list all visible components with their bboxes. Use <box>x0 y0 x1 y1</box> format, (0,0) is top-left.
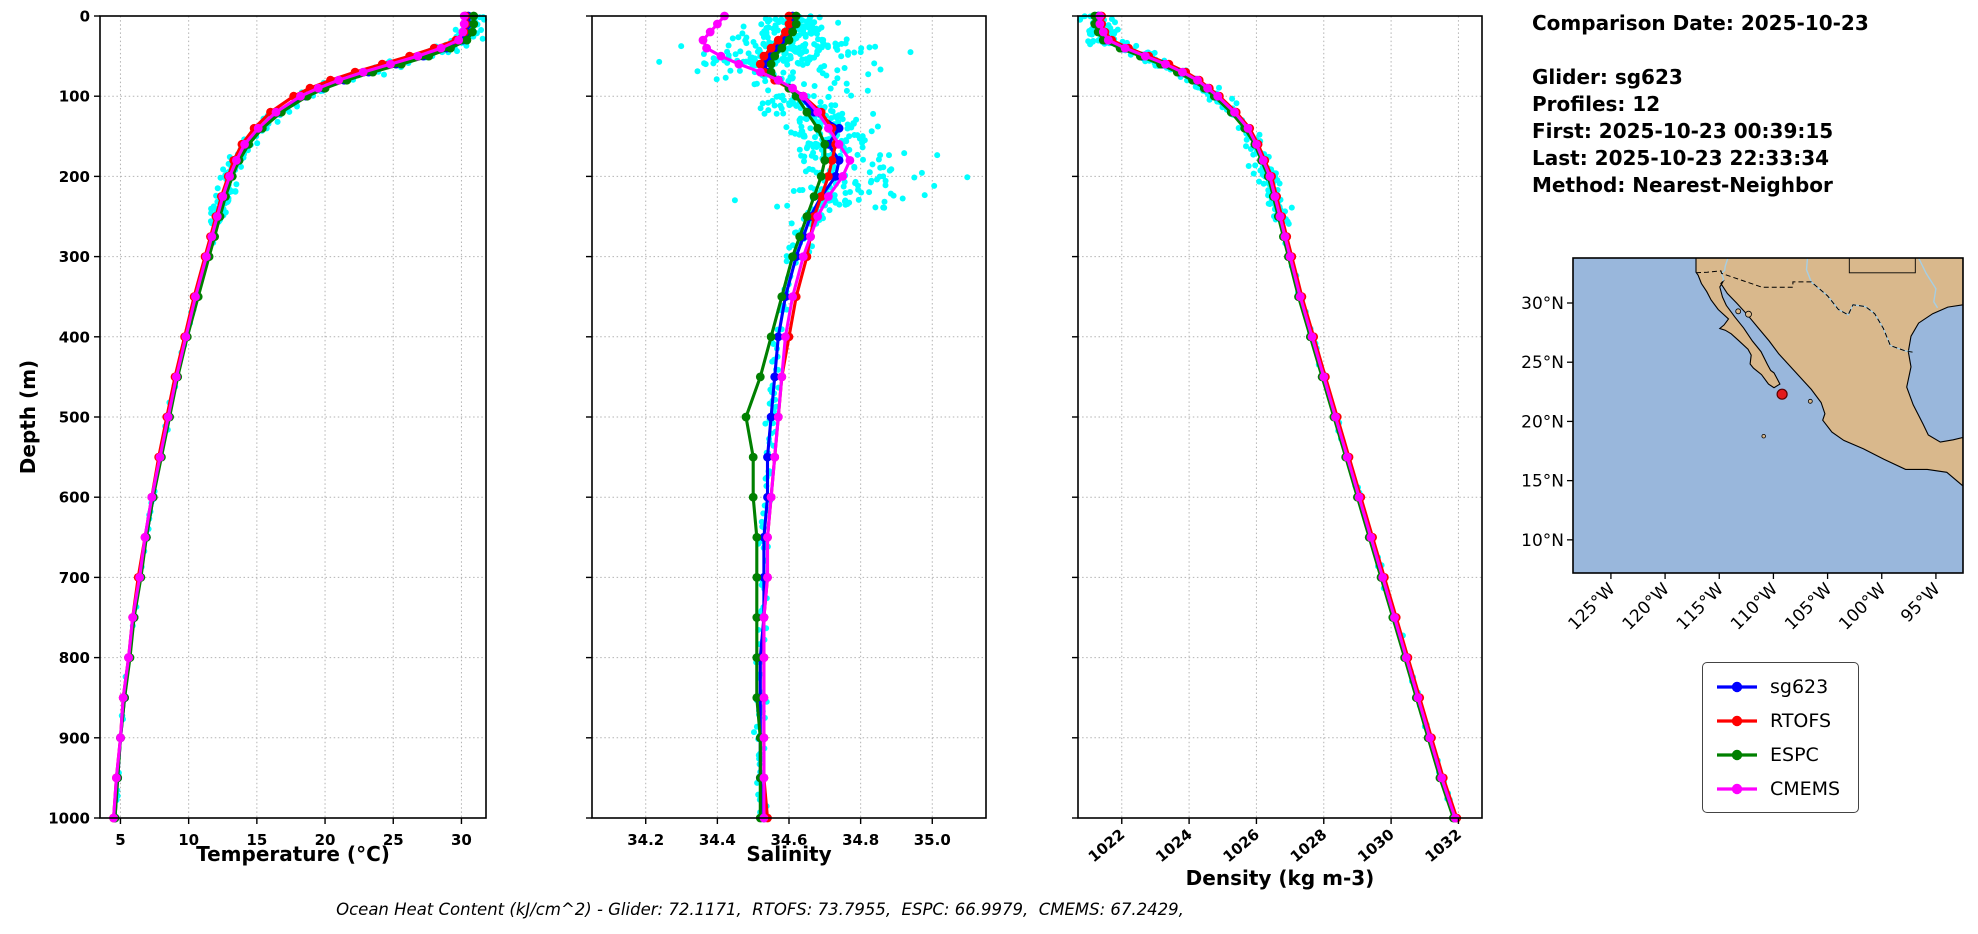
temperature-plot: 5 10 15 20 25 3001002003004005006007008009001… <box>48 8 488 849</box>
depth-axis-label: Depth (m) <box>16 359 40 475</box>
depth-tick-label: 600 <box>59 489 90 507</box>
salinity-plot: 34.2 34.4 34.6 34.8 35.0 <box>586 11 987 849</box>
map-lon-label: 120°W <box>1619 579 1674 634</box>
x-tick-label: 1030 <box>1354 825 1398 866</box>
last-profile-time-text: Last: 2025-10-23 22:33:34 <box>1532 146 1830 170</box>
glider-id-text: Glider: sg623 <box>1532 65 1683 89</box>
legend-label: ESPC <box>1770 743 1819 766</box>
map-lat-label: 15°N <box>1521 472 1564 492</box>
map-country-border <box>1695 270 1913 353</box>
map-frame <box>1572 257 1964 574</box>
legend-item-sg623: sg623 <box>1715 673 1840 700</box>
density-axis-label: Density (kg m-3) <box>1185 866 1375 890</box>
map-land <box>1695 258 1963 487</box>
map-lat-label: 10°N <box>1521 531 1564 551</box>
x-tick-label: 10 <box>178 831 199 849</box>
x-tick-label: 15 <box>246 831 267 849</box>
map-river <box>1720 258 1729 282</box>
info-spacer <box>1532 37 1869 64</box>
depth-tick-label: 100 <box>59 88 90 106</box>
first-profile-time-text: First: 2025-10-23 00:39:15 <box>1532 119 1834 143</box>
legend-item-RTOFS: RTOFS <box>1715 707 1840 734</box>
legend-marker-icon <box>1731 783 1743 794</box>
profiles-count-text: Profiles: 12 <box>1532 92 1661 116</box>
legend-label: CMEMS <box>1770 777 1841 800</box>
map-river <box>1917 258 1939 309</box>
map-island <box>1735 308 1742 315</box>
method-text: Method: Nearest-Neighbor <box>1532 173 1833 197</box>
depth-tick-label: 900 <box>59 729 90 747</box>
map-lon-label: 125°W <box>1564 579 1619 634</box>
glider-location-marker <box>1776 388 1788 400</box>
series-sg623-line <box>758 16 841 819</box>
salinity-axis-label: Salinity <box>746 842 832 866</box>
temperature-axis-label: Temperature (°C) <box>196 842 390 866</box>
series-CMEMS <box>109 11 469 823</box>
legend-label: RTOFS <box>1770 709 1832 732</box>
x-tick-label: 1024 <box>1152 825 1196 866</box>
series-CMEMS-line <box>701 14 852 818</box>
map-lat-label: 30°N <box>1521 294 1564 314</box>
depth-tick-label: 500 <box>59 409 90 427</box>
x-tick-label: 1028 <box>1287 825 1331 866</box>
comparison-info-block: Comparison Date: 2025-10-23 Glider: sg62… <box>1532 10 1869 199</box>
depth-tick-label: 200 <box>59 168 90 186</box>
legend-marker-icon <box>1731 749 1743 760</box>
legend-marker-icon <box>1731 715 1743 726</box>
x-tick-label: 30 <box>451 831 472 849</box>
x-tick-label: 34.2 <box>627 831 664 849</box>
depth-tick-label: 300 <box>59 248 90 266</box>
series-ESPC-line <box>1093 16 1455 819</box>
depth-tick-label: 700 <box>59 569 90 587</box>
map-lon-label: 95°W <box>1897 579 1944 626</box>
x-tick-label: 34.4 <box>699 831 736 849</box>
map-island <box>1745 310 1752 318</box>
x-tick-label: 20 <box>315 831 336 849</box>
map-lat-label: 25°N <box>1521 353 1564 373</box>
location-map: 30°N 25°N 20°N 15°N 10°N 125°W 120°W 115°W 110°W… <box>1521 257 1964 634</box>
depth-tick-label: 800 <box>59 649 90 667</box>
legend-label: sg623 <box>1770 675 1829 698</box>
series-CMEMS-line <box>1098 16 1457 819</box>
x-tick-label: 1022 <box>1085 825 1129 866</box>
map-lon-label: 110°W <box>1727 579 1782 634</box>
legend-marker-icon <box>1731 681 1743 692</box>
density-plot: 1022 1024 1026 1028 1030 1032 <box>1072 11 1483 866</box>
x-tick-label: 35.0 <box>914 831 951 849</box>
map-island <box>1761 433 1766 439</box>
map-lat-label: 20°N <box>1521 412 1564 432</box>
depth-tick-label: 1000 <box>48 810 90 828</box>
map-lon-label: 105°W <box>1781 579 1836 634</box>
x-tick-label: 25 <box>383 831 404 849</box>
series-CMEMS <box>698 11 855 823</box>
series-CMEMS-line <box>112 16 466 819</box>
x-tick-label: 1032 <box>1421 825 1465 866</box>
ohc-caption: Ocean Heat Content (kJ/cm^2) - Glider: 7… <box>336 900 1184 919</box>
series-CMEMS <box>1095 11 1460 823</box>
map-content <box>1573 258 1963 573</box>
map-lon-label: 100°W <box>1835 579 1890 634</box>
map-lon-label: 115°W <box>1673 579 1728 634</box>
map-island <box>1807 398 1813 404</box>
comparison-date-text: Comparison Date: 2025-10-23 <box>1532 11 1869 35</box>
map-state-border <box>1848 258 1916 274</box>
glider-raw-scatter <box>1077 13 1453 803</box>
depth-tick-label: 0 <box>80 8 90 26</box>
x-tick-label: 1026 <box>1219 825 1263 866</box>
glider-raw-scatter <box>656 13 971 816</box>
depth-tick-label: 400 <box>59 328 90 346</box>
legend: sg623 RTOFS ESPC CMEMS <box>1702 662 1860 813</box>
x-tick-label: 34.8 <box>842 831 879 849</box>
legend-item-ESPC: ESPC <box>1715 741 1840 768</box>
series-sg623-line <box>1096 16 1457 819</box>
series-ESPC <box>741 11 830 823</box>
x-tick-label: 5 <box>115 831 125 849</box>
x-tick-label: 34.6 <box>770 831 807 849</box>
legend-item-CMEMS: CMEMS <box>1715 775 1840 802</box>
